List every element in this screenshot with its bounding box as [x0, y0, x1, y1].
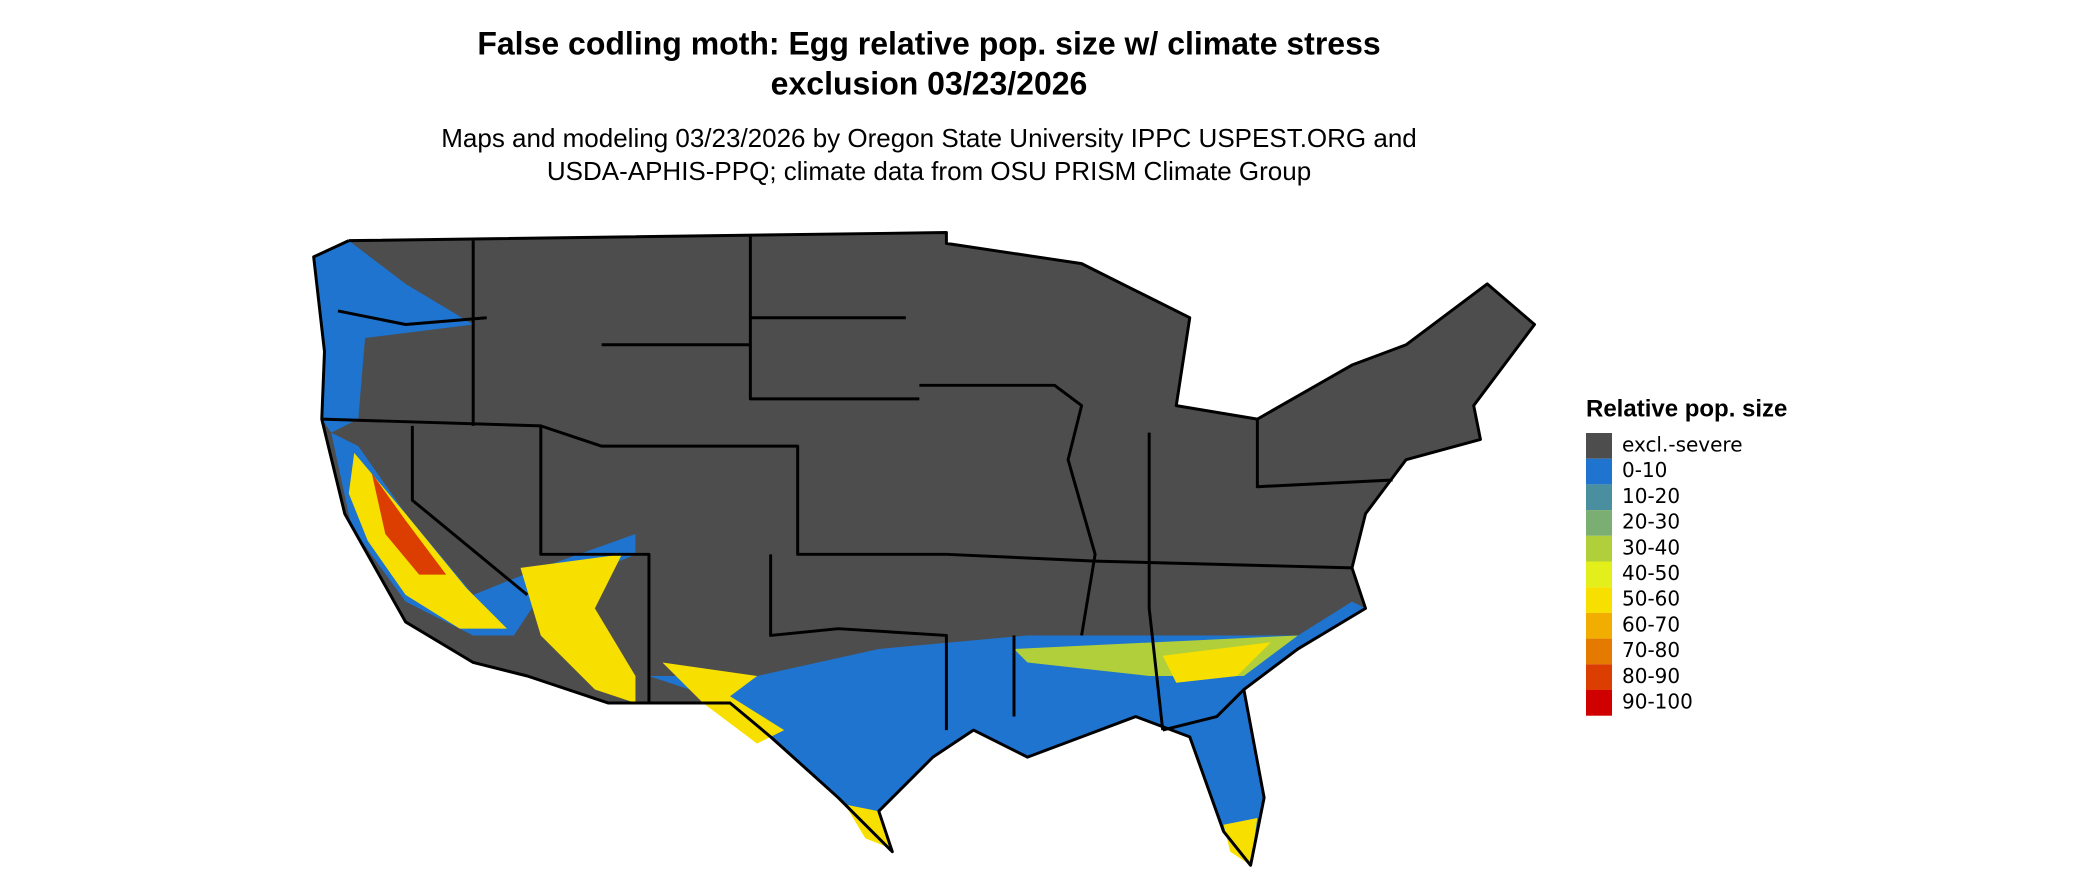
- state-border: [769, 554, 948, 731]
- legend-swatch: [1586, 587, 1612, 613]
- legend-label: 30-40: [1622, 535, 1680, 559]
- title: exclusion 03/23/2026: [771, 65, 1088, 101]
- legend-swatch: [1586, 612, 1612, 639]
- subtitle: USDA-APHIS-PPQ; climate data from OSU PR…: [547, 156, 1311, 186]
- legend-label: 50-60: [1622, 587, 1680, 611]
- title: False codling moth: Egg relative pop. si…: [477, 25, 1380, 61]
- range-zone: [520, 554, 636, 704]
- legend-swatch: [1586, 510, 1612, 536]
- legend-swatch: [1586, 690, 1612, 716]
- legend-label: 90-100: [1622, 690, 1693, 714]
- legend-label: 40-50: [1622, 561, 1680, 585]
- state-border: [410, 425, 529, 597]
- legend-swatch: [1586, 433, 1612, 459]
- legend-label: excl.-severe: [1622, 433, 1743, 457]
- legend-label: 10-20: [1622, 484, 1680, 508]
- legend: excl.-severe0-1010-2020-3030-4040-5050-6…: [1586, 433, 1743, 716]
- state-border: [337, 309, 487, 326]
- legend-swatch: [1586, 535, 1612, 562]
- state-border: [1147, 432, 1165, 731]
- subtitle: Maps and modeling 03/23/2026 by Oregon S…: [441, 123, 1417, 153]
- legend-label: 20-30: [1622, 510, 1680, 534]
- state-border: [601, 343, 920, 401]
- range-zone: [1162, 642, 1271, 683]
- state-border: [539, 425, 651, 704]
- legend-swatch: [1586, 561, 1612, 588]
- legend-swatch: [1586, 458, 1612, 485]
- legend-swatch: [1586, 484, 1612, 511]
- legend-label: 0-10: [1622, 458, 1667, 482]
- us-map: [312, 231, 1537, 867]
- state-border: [946, 552, 1353, 570]
- state-border: [1255, 419, 1393, 489]
- state-border: [312, 231, 1537, 867]
- state-border: [1162, 688, 1245, 732]
- legend-title: Relative pop. size: [1586, 395, 1787, 422]
- legend-label: 60-70: [1622, 612, 1680, 636]
- range-zone: [371, 473, 447, 575]
- range-zone: [313, 240, 474, 433]
- us-landmass: [313, 232, 1535, 866]
- legend-label: 70-80: [1622, 638, 1680, 662]
- state-border: [919, 383, 1097, 636]
- legend-swatch: [1586, 638, 1612, 665]
- legend-label: 80-90: [1622, 664, 1680, 688]
- legend-swatch: [1586, 664, 1612, 690]
- range-zone: [1223, 817, 1258, 866]
